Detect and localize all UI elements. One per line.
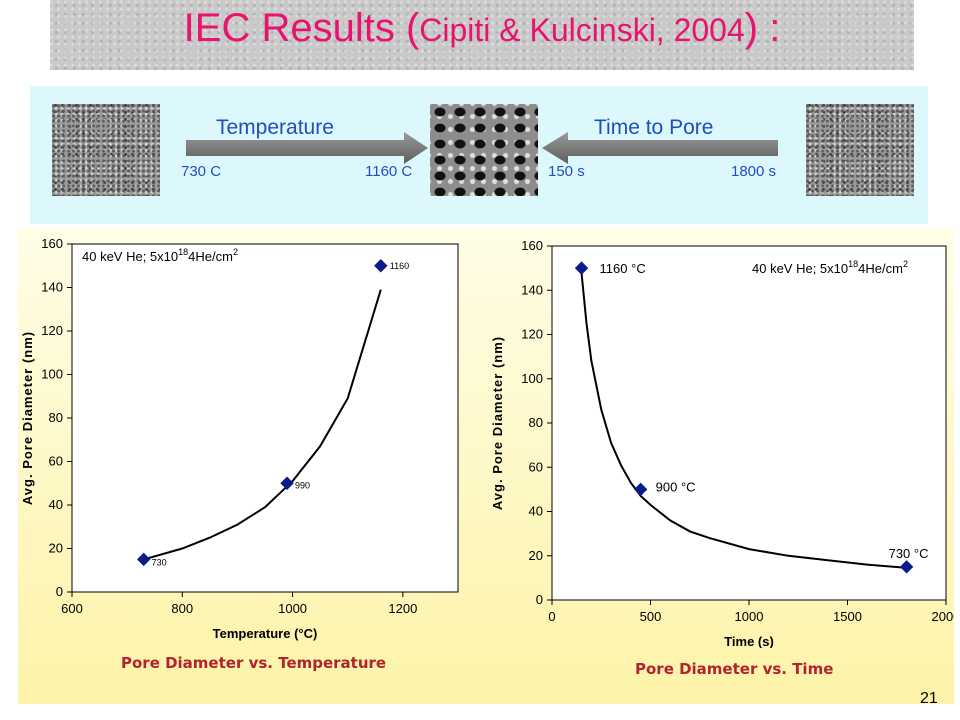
x-tick-label: 1000 — [735, 609, 764, 624]
data-point — [374, 259, 388, 273]
data-label: 1160 °C — [600, 261, 646, 276]
x-tick-label: 500 — [640, 609, 662, 624]
fit-curve — [580, 272, 907, 569]
data-label: 990 — [295, 480, 310, 490]
x-tick-label: 800 — [171, 601, 193, 616]
temperature-label: Temperature — [216, 116, 334, 139]
page-number: 21 — [920, 690, 938, 707]
x-tick-label: 1000 — [278, 601, 307, 616]
y-axis-label: Avg. Pore Diameter (nm) — [490, 336, 505, 510]
sem-image-left — [52, 104, 160, 196]
y-tick-label: 60 — [529, 459, 543, 474]
sem-image-right — [806, 104, 914, 196]
y-tick-label: 120 — [41, 323, 63, 338]
y-tick-label: 40 — [49, 497, 63, 512]
time-to-pore-label: Time to Pore — [594, 116, 714, 139]
data-label: 730 — [152, 557, 167, 567]
temperature-to: 1160 C — [365, 163, 413, 180]
chart-area: 0 20 40 60 80 100 120 140 160 600 800 1000 1200 Tempe… — [18, 228, 954, 704]
time-from: 150 s — [548, 163, 585, 180]
caption-temperature: Pore Diameter vs. Temperature — [121, 654, 387, 672]
title-main: IEC Results ( — [183, 6, 420, 50]
y-tick-label: 100 — [41, 367, 63, 382]
data-point — [136, 552, 151, 567]
y-tick-label: 120 — [521, 327, 543, 342]
chart-pore-vs-temperature: 0 20 40 60 80 100 120 140 160 600 800 1000 1200 Tempe… — [20, 236, 459, 641]
x-axis-label: Temperature (°C) — [213, 626, 318, 641]
arrow-left-icon — [542, 132, 778, 164]
data-point — [280, 476, 294, 490]
time-to: 1800 s — [731, 163, 777, 180]
y-tick-label: 140 — [41, 280, 63, 295]
x-tick-label: 600 — [61, 601, 83, 616]
y-tick-label: 100 — [521, 371, 543, 386]
plot-annotation: 40 keV He; 5x10184He/cm2 — [752, 259, 908, 276]
y-axis-label: Avg. Pore Diameter (nm) — [20, 331, 35, 505]
y-tick-label: 140 — [521, 282, 543, 297]
page-title: IEC Results (Cipiti & Kulcinski, 2004) : — [50, 6, 914, 51]
data-point — [574, 261, 589, 275]
plot-annotation: 40 keV He; 5x10184He/cm2 — [82, 247, 238, 264]
y-tick-label: 160 — [521, 238, 543, 253]
data-label: 730 °C — [889, 546, 929, 561]
x-tick-label: 2000 — [932, 609, 954, 624]
temperature-from: 730 C — [181, 163, 222, 180]
plot-area — [551, 245, 947, 601]
data-label: 1160 — [390, 261, 409, 271]
data-point — [899, 560, 914, 574]
y-tick-label: 80 — [49, 410, 63, 425]
banner-arrows — [186, 132, 778, 164]
y-tick-label: 0 — [56, 584, 63, 599]
y-tick-label: 0 — [536, 592, 543, 607]
x-axis-label: Time (s) — [724, 634, 774, 648]
chart-pore-vs-time: 0 20 40 60 80 100 120 140 160 0 500 1000 1500 2000 Tim… — [490, 238, 954, 648]
caption-time: Pore Diameter vs. Time — [635, 660, 834, 678]
arrow-right-icon — [186, 132, 428, 164]
data-point — [633, 482, 648, 497]
x-tick-label: 1500 — [833, 609, 862, 624]
title-reference: Cipiti & Kulcinski, 2004 — [419, 12, 745, 48]
title-end: ) : — [744, 6, 781, 50]
y-tick-label: 160 — [41, 236, 63, 251]
x-tick-label: 0 — [548, 609, 555, 624]
sem-image-center — [430, 104, 538, 196]
y-tick-label: 20 — [49, 541, 63, 556]
y-tick-label: 40 — [529, 504, 543, 519]
y-tick-label: 80 — [529, 415, 543, 430]
title-bar: IEC Results (Cipiti & Kulcinski, 2004) : — [50, 0, 914, 70]
banner: Temperature 730 C 1160 C Time to Pore 15… — [30, 86, 928, 224]
fit-curve — [143, 289, 382, 561]
plot-area — [71, 243, 459, 593]
x-tick-label: 1200 — [388, 601, 417, 616]
y-tick-label: 60 — [49, 454, 63, 469]
y-tick-label: 20 — [529, 548, 543, 563]
data-label: 900 °C — [656, 479, 696, 494]
